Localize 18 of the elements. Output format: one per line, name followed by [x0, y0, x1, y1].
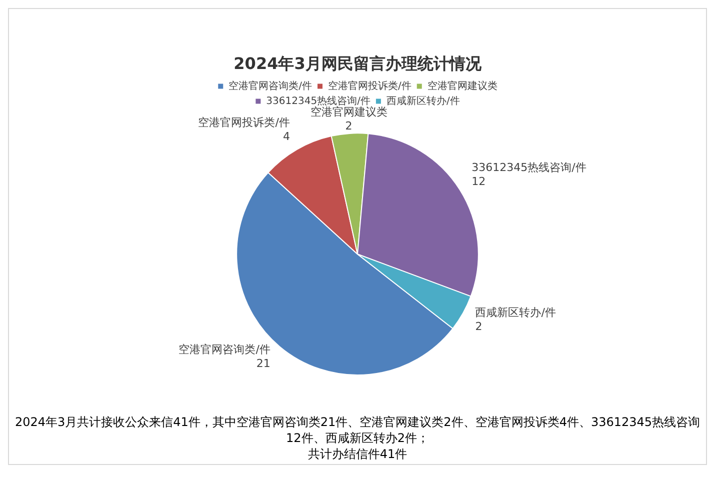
legend-label: 空港官网咨询类/件 — [228, 80, 312, 92]
data-label: 2 — [345, 119, 352, 132]
legend-label: 空港官网建议类 — [427, 80, 498, 92]
chart-title: 2024年3月网民留言办理统计情况 — [234, 54, 482, 73]
legend-label: 西咸新区转办/件 — [386, 94, 460, 107]
slice-label: 空港官网投诉类/件 — [198, 116, 290, 130]
data-label: 2 — [475, 320, 482, 333]
slice-label: 西咸新区转办/件 — [475, 306, 556, 319]
legend-label: 33612345热线咨询/件 — [266, 94, 370, 107]
text: 2024年3月共计接收公众来信41件，其中空港官网咨询类21件、空港官网建议类2件、空港官网投诉类4件、33612345热线咨询12件、西咸新区转办2件； — [14, 414, 702, 446]
data-label: 12 — [472, 174, 486, 188]
slice-label: 空港官网咨询类/件 — [178, 343, 270, 356]
slice-label: 空港官网建议类 — [310, 105, 388, 118]
slice-label: 33612345热线咨询/件 — [472, 160, 586, 174]
legend-label: 空港官网投诉类/件 — [328, 80, 412, 92]
text: 共计办结信件41件 — [306, 446, 408, 462]
data-label: 21 — [256, 357, 270, 370]
data-label: 4 — [282, 130, 290, 144]
